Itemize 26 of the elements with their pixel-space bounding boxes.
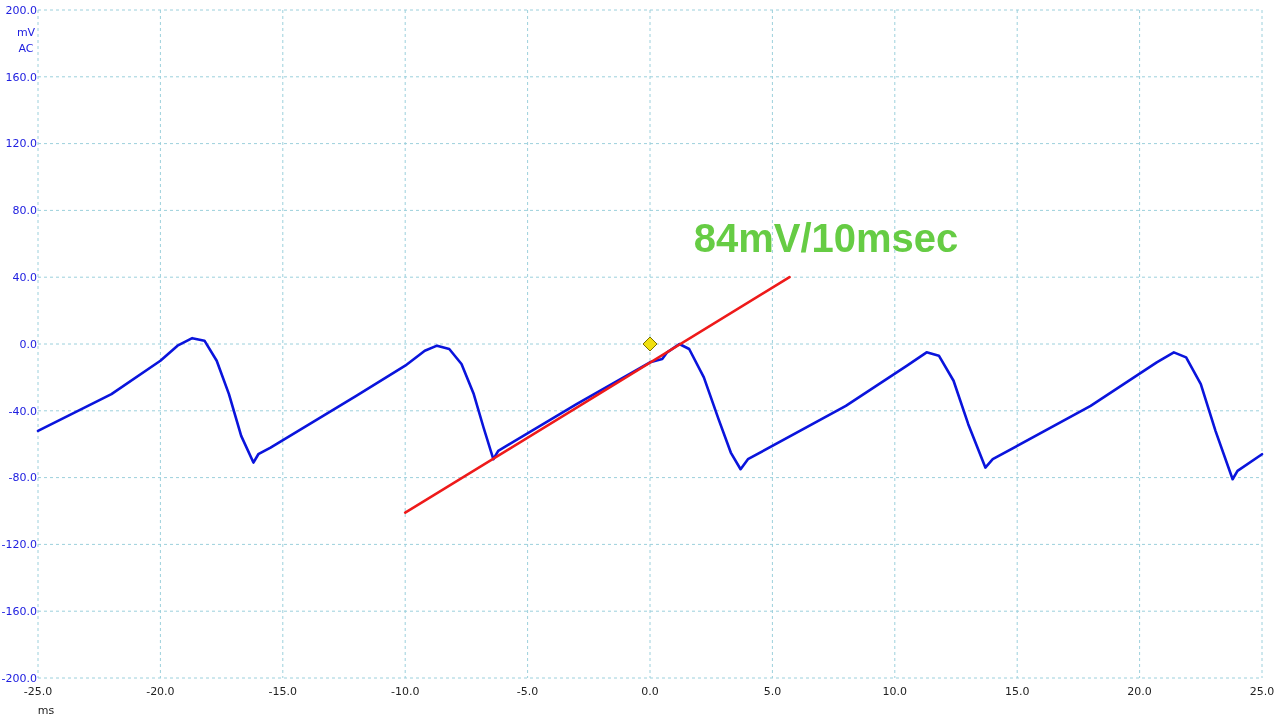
y-tick-label: 80.0 [12, 204, 37, 218]
x-tick-label: -15.0 [268, 685, 298, 698]
y-tick-label: 160.0 [5, 70, 37, 84]
y-tick-label: -120.0 [1, 538, 37, 552]
x-tick-label: 15.0 [1004, 685, 1030, 698]
x-tick-label: 20.0 [1127, 685, 1152, 698]
y-tick-label: 0.0 [19, 337, 37, 351]
x-tick-label: -20.0 [146, 685, 175, 698]
x-tick-label: -5.0 [516, 685, 539, 698]
y-tick-label: 200.0 [5, 3, 37, 17]
y-tick-label: 40.0 [12, 271, 37, 285]
y-tick-label: -80.0 [8, 471, 37, 485]
y-tick-label: 120.0 [5, 137, 37, 151]
y-tick-label: -40.0 [8, 404, 37, 418]
x-axis-title: ms [37, 704, 55, 717]
y-tick-label: -200.0 [1, 671, 37, 685]
x-tick-label: 10.0 [882, 685, 908, 698]
annotation: 84mV/10msec [693, 216, 959, 260]
x-tick-label: 5.0 [763, 685, 782, 698]
y-tick-label: -160.0 [1, 605, 37, 619]
y-axis-title: mV AC [16, 25, 36, 55]
line-series [36, 336, 1264, 481]
x-tick-label: 25.0 [1249, 685, 1275, 698]
x-tick-label: 0.0 [641, 685, 659, 698]
x-tick-label: -10.0 [390, 685, 420, 698]
x-tick-label: -25.0 [23, 685, 53, 698]
